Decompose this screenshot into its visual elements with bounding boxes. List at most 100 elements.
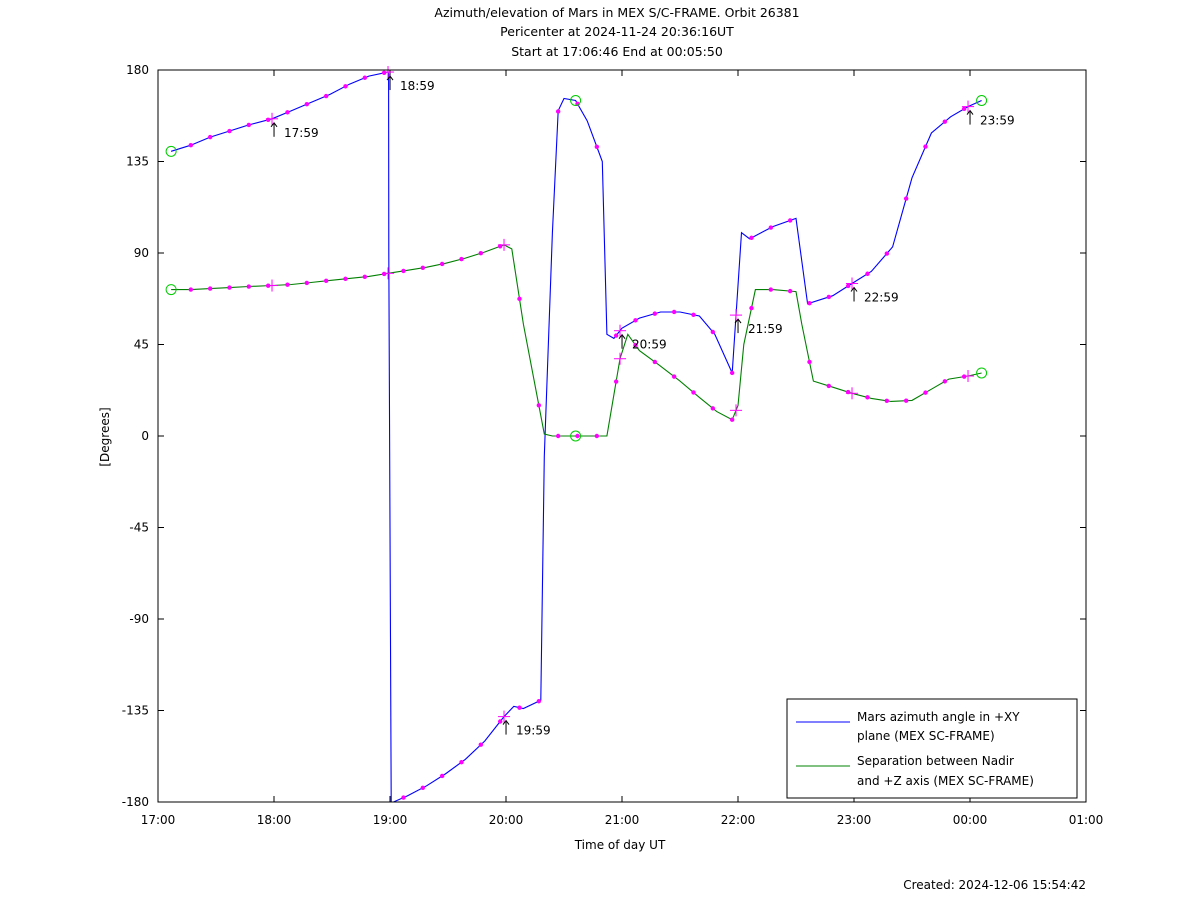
series-dot [478, 251, 484, 256]
axis-ticks [157, 69, 1087, 803]
series-dot [942, 119, 948, 124]
series-dot [633, 342, 638, 348]
event-circle [570, 430, 582, 442]
event-circle [976, 95, 988, 106]
series-dot [787, 218, 793, 223]
series-dot [459, 256, 464, 262]
y-tick-label: 0 [141, 429, 149, 443]
title-line-1: Azimuth/elevation of Mars in MEX S/C-FRA… [434, 5, 799, 20]
y-tick-label: 180 [126, 63, 149, 77]
series-dot [323, 93, 329, 99]
series-dot [884, 398, 890, 404]
series-line-separation [171, 244, 982, 437]
series-dot [459, 759, 464, 765]
series-dot [710, 406, 716, 411]
series-dot [691, 312, 696, 317]
series-dot [207, 134, 213, 140]
series-dot [555, 109, 561, 114]
series-dot [246, 284, 252, 289]
series-dot [575, 433, 580, 439]
x-axis-label: Time of day UT [574, 838, 666, 852]
y-tick-label: 45 [134, 338, 149, 352]
series-dot [826, 383, 832, 389]
time-arrow-head [734, 318, 742, 324]
series-dot [691, 390, 696, 395]
series-dot [845, 283, 851, 289]
series-dot [227, 128, 232, 134]
series-dot [555, 433, 561, 439]
x-tick-label: 01:00 [1069, 813, 1104, 827]
series-dot [884, 251, 890, 256]
series-dot [923, 144, 928, 149]
series-dot [517, 296, 522, 302]
series-dot [304, 280, 310, 286]
x-tick-label: 22:00 [721, 813, 756, 827]
series-dot [439, 261, 445, 267]
series-dot [362, 274, 368, 279]
legend-label-separation-1: Separation between Nadir [857, 754, 1014, 768]
series-dot [420, 265, 426, 271]
series-dot [401, 795, 406, 800]
series-dot [285, 282, 290, 287]
series-dot [807, 359, 812, 365]
series-dot [729, 417, 735, 422]
series-dot [961, 106, 967, 112]
y-axis-label: [Degrees] [98, 407, 112, 466]
time-arrow-head [618, 333, 626, 340]
series-dot [903, 196, 909, 201]
x-tick-label: 21:00 [605, 813, 640, 827]
chart-title: Azimuth/elevation of Mars in MEX S/C-FRA… [434, 5, 799, 59]
series-dot [439, 773, 445, 779]
series-dot [613, 379, 619, 384]
series-dot [729, 370, 735, 376]
series-dot [865, 395, 870, 400]
time-arrow-head [386, 75, 394, 81]
series-dot [401, 268, 406, 274]
event-circle [165, 145, 177, 157]
y-tick-label: 135 [126, 155, 149, 169]
series-dot [594, 144, 600, 149]
series-dot [420, 785, 426, 791]
series-dot [246, 122, 252, 128]
series-dot [227, 285, 232, 290]
y-tick-label: -90 [129, 612, 149, 626]
series-dot [594, 433, 600, 439]
series-dot [285, 110, 290, 115]
legend-label-azimuth-2: plane (MEX SC-FRAME) [857, 729, 995, 743]
x-tick-label: 23:00 [837, 813, 872, 827]
series-dot [265, 117, 271, 123]
x-tick-label: 17:00 [141, 813, 176, 827]
time-label: 17:59 [284, 126, 319, 140]
plot-frame [157, 69, 1087, 803]
series-dot [323, 278, 329, 284]
series-dot [903, 398, 909, 403]
legend-box [786, 698, 1078, 799]
series-dot [188, 143, 194, 148]
event-circle [976, 367, 988, 379]
series-dot [865, 271, 870, 276]
series-dot [536, 403, 542, 408]
x-tick-label: 18:00 [257, 813, 292, 827]
time-annotations: 17:59 18:59 19:59 20:59 21:59 22:59 23:59 [270, 75, 1015, 738]
y-tick-label: -180 [122, 795, 149, 809]
legend-label-separation-2: and +Z axis (MEX SC-FRAME) [857, 774, 1034, 788]
legend-label-azimuth-1: Mars azimuth angle in +XY [857, 710, 1020, 724]
series-dot [768, 287, 774, 292]
time-label: 20:59 [632, 338, 667, 352]
y-tick-label: 90 [134, 246, 149, 260]
y-tick-label: -45 [129, 521, 149, 535]
time-arrow-head [270, 121, 278, 128]
series-dot [188, 287, 194, 292]
series-dot [671, 309, 677, 315]
x-tick-labels: 17:00 18:00 19:00 20:00 21:00 22:00 23:00 00:00… [141, 813, 1104, 827]
series-dot [478, 742, 484, 747]
series-dot [304, 101, 310, 107]
series-dot [768, 225, 774, 230]
time-arrow-head [502, 719, 510, 725]
series-dot [652, 311, 658, 316]
time-label: 21:59 [748, 322, 783, 336]
series-dot [787, 288, 793, 294]
title-line-3: Start at 17:06:46 End at 00:05:50 [511, 44, 723, 59]
series-dot [749, 235, 754, 240]
